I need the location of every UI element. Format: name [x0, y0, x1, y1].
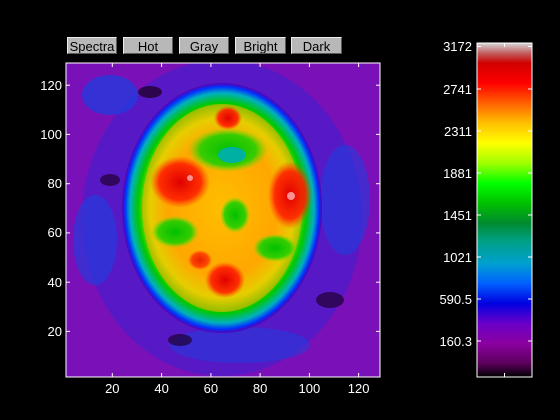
blue-patch [73, 195, 117, 285]
pink-highlight [287, 192, 295, 200]
spectra-colormap-button[interactable]: Spectra [67, 37, 117, 54]
x-tick-label: 100 [299, 381, 321, 396]
red-hotspot [214, 106, 242, 130]
hot-button-label: Hot [137, 39, 159, 54]
blue-patch [320, 145, 370, 255]
colorbar-tick-label: 1881 [443, 166, 472, 181]
dark-colormap-button[interactable]: Dark [291, 37, 342, 54]
y-axis [66, 84, 380, 332]
y-tick-label: 60 [48, 225, 62, 240]
dark-button-label: Dark [302, 39, 331, 54]
y-tick-label: 120 [40, 78, 62, 93]
y-tick-label: 100 [40, 127, 62, 142]
x-axis [111, 63, 360, 377]
red-hotspot [188, 250, 212, 270]
colorbar-tick-label: 2741 [443, 82, 472, 97]
dark-patch [138, 86, 162, 98]
colorbar-ticks [477, 43, 532, 377]
blue-patch [82, 75, 138, 115]
red-hotspot [150, 156, 210, 208]
colorbar-tick-label: 1021 [443, 250, 472, 265]
hot-colormap-button[interactable]: Hot [123, 37, 173, 54]
blue-patch [170, 327, 310, 363]
dark-patch [316, 292, 344, 308]
colorbar-tick-label: 590.5 [439, 292, 472, 307]
y-tick-label: 20 [48, 324, 62, 339]
colorbar-tick-label: 3172 [443, 39, 472, 54]
red-hotspot [205, 262, 245, 298]
dark-patch [100, 174, 120, 186]
x-tick-label: 20 [105, 381, 119, 396]
x-tick-label: 80 [253, 381, 267, 396]
x-tick-label: 120 [348, 381, 370, 396]
colorbar-tick-label: 1451 [443, 208, 472, 223]
y-tick-label: 80 [48, 176, 62, 191]
gray-button-label: Gray [189, 39, 219, 54]
green-structure [253, 234, 297, 262]
dark-patch [168, 334, 192, 346]
x-tick-label: 60 [204, 381, 218, 396]
colorbar-tick-label: 2311 [444, 124, 472, 139]
image-axes-frame [65, 62, 381, 378]
brain-image [66, 63, 380, 377]
green-structure [151, 216, 199, 248]
green-structure [220, 197, 250, 233]
x-tick-label: 40 [154, 381, 168, 396]
colorbar [477, 43, 532, 377]
colorbar-tick-label: 160.3 [439, 334, 472, 349]
bright-colormap-button[interactable]: Bright [235, 37, 286, 54]
y-tick-label: 40 [48, 275, 62, 290]
spectra-button-label: Spectra [69, 39, 115, 54]
pink-highlight [187, 175, 193, 181]
gray-colormap-button[interactable]: Gray [179, 37, 229, 54]
bright-button-label: Bright [243, 39, 278, 54]
cyan-structure [218, 147, 246, 163]
